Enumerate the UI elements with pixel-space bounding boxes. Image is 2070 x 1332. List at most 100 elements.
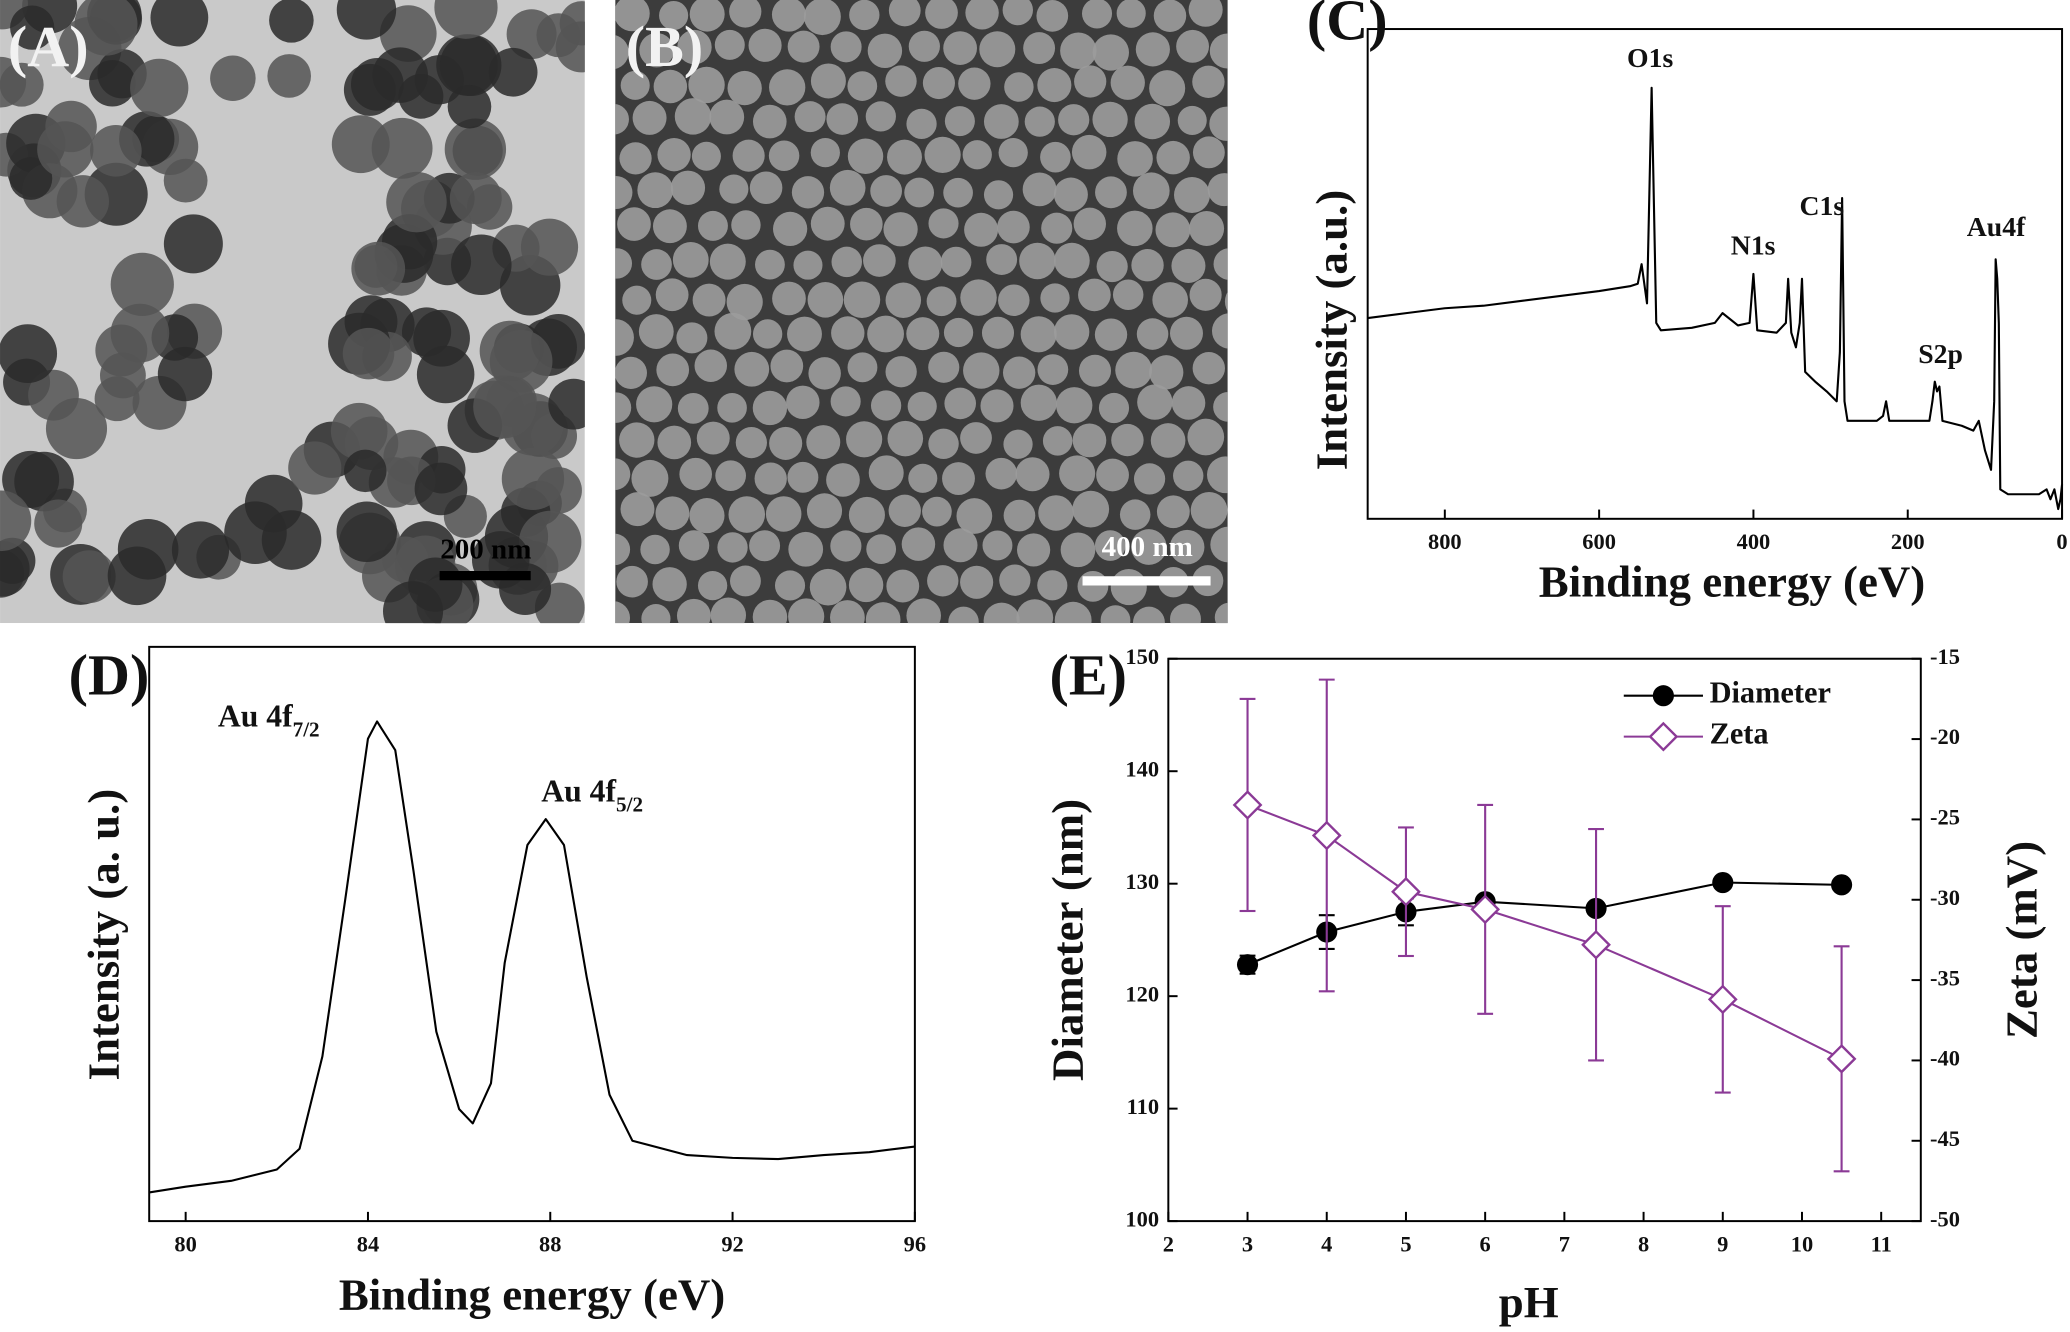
particle [1137, 384, 1173, 420]
x-tick-label: 2 [1163, 1231, 1174, 1256]
particle [830, 530, 862, 562]
particle [1171, 386, 1206, 420]
particle [615, 248, 633, 279]
particle [1110, 65, 1145, 100]
particle [772, 281, 806, 316]
x-tick-label: 80 [174, 1231, 196, 1256]
particle [1016, 533, 1051, 567]
particle [958, 67, 991, 100]
particle [677, 393, 709, 424]
particle [735, 426, 767, 459]
particle [768, 140, 800, 172]
particle [171, 521, 230, 579]
particle [34, 499, 83, 548]
legend-marker [1648, 721, 1679, 752]
particle [637, 172, 674, 209]
particle [865, 602, 901, 624]
particle [639, 32, 674, 68]
particle [808, 357, 841, 390]
particle [0, 56, 27, 108]
particle [826, 463, 860, 497]
y2-tick-label: -30 [1930, 885, 1960, 910]
particle [210, 55, 256, 102]
particle [960, 422, 992, 454]
particle [1038, 495, 1074, 531]
particle [641, 249, 672, 280]
panel-label: (C) [1307, 0, 1388, 53]
particle [1081, 0, 1113, 29]
particle [924, 136, 961, 173]
particle [28, 369, 79, 421]
particle [1170, 603, 1201, 624]
particle [670, 170, 706, 205]
particle [1207, 456, 1228, 494]
particle [94, 376, 140, 422]
particle [679, 457, 712, 491]
particle [948, 606, 979, 624]
particle [617, 207, 651, 241]
particle [1190, 491, 1228, 529]
particle [1213, 392, 1228, 422]
particle [829, 169, 866, 206]
y-tick-label: 140 [1125, 756, 1159, 781]
particle [1152, 282, 1188, 318]
particle [615, 392, 632, 423]
particle [1213, 248, 1228, 280]
particle [1131, 529, 1167, 565]
particle [1229, 494, 1259, 524]
particle [1156, 140, 1190, 175]
particle [1176, 29, 1210, 63]
particle [354, 244, 398, 288]
particle [372, 47, 428, 103]
particle [774, 570, 806, 601]
particle [1077, 570, 1109, 602]
y-axis-label: Intensity (a.u.) [1306, 190, 1356, 470]
particle [752, 599, 788, 624]
particle [1037, 354, 1069, 385]
scale-bar-label: 200 nm [440, 533, 531, 565]
particle [943, 31, 977, 65]
particle [267, 54, 312, 98]
particle [748, 28, 782, 62]
particle [1002, 356, 1036, 389]
y-tick-label: 100 [1125, 1206, 1159, 1231]
particle [451, 234, 512, 296]
particle [717, 393, 747, 423]
particle [982, 530, 1013, 561]
marker [1826, 1043, 1857, 1074]
particle [631, 459, 669, 497]
particle [709, 243, 746, 280]
particle [1016, 599, 1054, 624]
x-tick-label: 5 [1400, 1231, 1411, 1256]
particle [942, 462, 975, 495]
particle [830, 31, 862, 63]
particle [1094, 318, 1128, 351]
particle [1177, 105, 1207, 135]
particle [1110, 569, 1147, 606]
particle [1002, 0, 1033, 26]
particle [676, 598, 711, 624]
particle [689, 497, 725, 534]
particle [622, 285, 652, 315]
x-tick-label: 200 [1891, 529, 1925, 554]
particle [676, 322, 708, 354]
particle [788, 598, 825, 624]
y2-tick-label: -15 [1930, 644, 1960, 669]
particle [868, 455, 904, 491]
x-tick-label: 4 [1321, 1231, 1332, 1256]
peak-label-main: Au 4f [218, 699, 293, 734]
particle [150, 0, 209, 47]
particle [883, 212, 918, 247]
particle [714, 29, 745, 60]
particle [906, 317, 940, 351]
particle [434, 0, 498, 39]
particle [986, 244, 1018, 275]
particle [1003, 429, 1033, 459]
marker [1712, 872, 1734, 894]
particle [74, 0, 138, 56]
particle [1229, 139, 1262, 172]
particle [960, 279, 997, 316]
particle [62, 550, 116, 604]
particle [449, 172, 502, 225]
particle [1071, 134, 1107, 170]
